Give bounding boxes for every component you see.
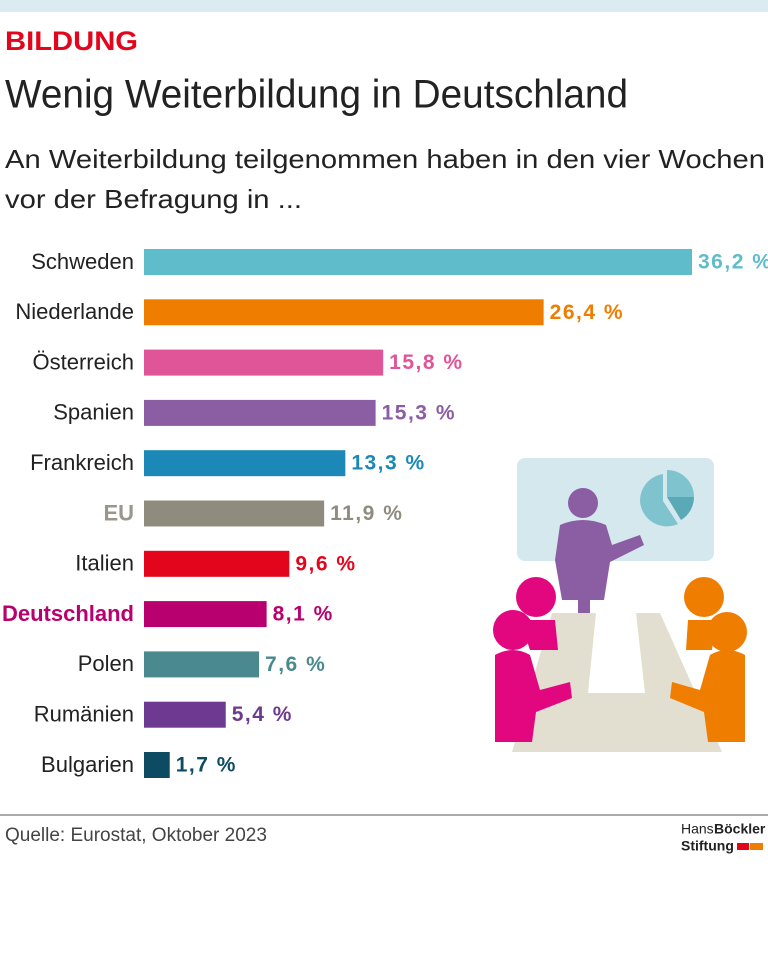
value-label: 36,2 % [698,251,768,274]
value-label: 15,8 % [389,351,463,374]
bar [144,500,325,527]
category-label: Italien [75,551,134,576]
logo-hans: Hans [681,821,714,837]
source: Quelle: Eurostat, Oktober 2023 [5,825,267,846]
bar [144,601,267,628]
value-label: 7,6 % [265,653,326,676]
category-label: Schweden [31,249,134,274]
illustration [493,458,747,752]
value-label: 13,3 % [351,452,425,475]
category-label: Österreich [33,349,134,374]
value-label: 15,3 % [382,401,456,424]
value-label: 8,1 % [273,603,334,626]
chart-title: Wenig Weiterbildung in Deutschland [5,73,628,117]
value-label: 11,9 % [330,502,403,525]
logo-boeckler: Böckler [714,821,766,837]
value-label: 26,4 % [550,301,624,324]
top-strip [0,0,768,12]
logo-mark [750,843,763,850]
bar [144,450,346,477]
bar [144,349,384,376]
bar [144,752,170,778]
bar [144,299,544,326]
subtitle: vor der Befragung in ... [5,184,302,214]
value-label: 1,7 % [176,754,237,777]
category-label: Spanien [53,400,134,425]
category-label: Niederlande [15,299,134,324]
logo-mark [737,843,749,850]
category-label: Bulgarien [41,752,134,777]
kicker: BILDUNG [5,26,138,56]
subtitle: An Weiterbildung teilgenommen haben in d… [5,144,765,174]
logo-stiftung: Stiftung [681,838,734,854]
bar [144,550,290,577]
value-label: 5,4 % [232,703,293,726]
bar [144,249,692,275]
bar [144,399,376,426]
category-label: Frankreich [30,450,134,475]
category-label: Rumänien [34,702,134,727]
bar [144,701,226,728]
bar [144,651,260,678]
value-label: 9,6 % [295,552,356,575]
category-label: Polen [78,651,134,676]
category-label: EU [103,500,134,525]
category-label: Deutschland [2,601,134,626]
